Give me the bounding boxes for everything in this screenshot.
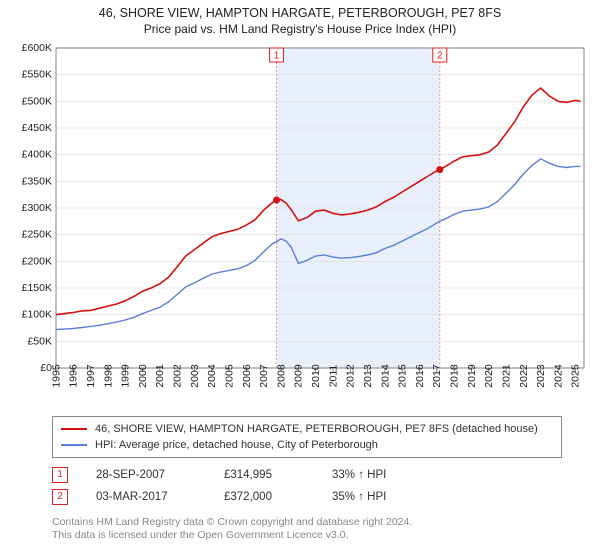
- sale-delta: 33% ↑ HPI: [332, 464, 386, 486]
- svg-text:£500K: £500K: [22, 95, 52, 107]
- svg-text:2010: 2010: [310, 364, 322, 388]
- svg-text:£100K: £100K: [22, 309, 52, 321]
- svg-text:1999: 1999: [120, 364, 132, 388]
- marker-box-icon: 1: [52, 467, 68, 483]
- svg-text:2013: 2013: [362, 364, 374, 388]
- svg-text:2015: 2015: [397, 364, 409, 388]
- svg-text:1996: 1996: [68, 364, 80, 388]
- svg-text:2021: 2021: [500, 364, 512, 388]
- sale-price: £372,000: [224, 486, 304, 508]
- svg-text:£300K: £300K: [22, 202, 52, 214]
- svg-text:2025: 2025: [570, 364, 582, 388]
- legend-row-hpi: HPI: Average price, detached house, City…: [61, 437, 553, 453]
- svg-text:1995: 1995: [50, 364, 62, 388]
- svg-text:2023: 2023: [535, 364, 547, 388]
- svg-text:£250K: £250K: [22, 229, 52, 241]
- legend-label-subject: 46, SHORE VIEW, HAMPTON HARGATE, PETERBO…: [95, 421, 538, 437]
- svg-text:2003: 2003: [189, 364, 201, 388]
- legend-swatch-subject: [61, 428, 87, 430]
- svg-text:£50K: £50K: [27, 335, 52, 347]
- legend-row-subject: 46, SHORE VIEW, HAMPTON HARGATE, PETERBO…: [61, 421, 553, 437]
- svg-text:£150K: £150K: [22, 282, 52, 294]
- svg-text:2011: 2011: [327, 365, 339, 388]
- svg-text:2001: 2001: [154, 364, 166, 388]
- footer: Contains HM Land Registry data © Crown c…: [52, 516, 582, 542]
- svg-text:2020: 2020: [483, 364, 495, 388]
- marker-box-icon: 2: [52, 489, 68, 505]
- chart-title-line1: 46, SHORE VIEW, HAMPTON HARGATE, PETERBO…: [8, 6, 592, 20]
- svg-text:£600K: £600K: [22, 42, 52, 54]
- svg-text:£450K: £450K: [22, 122, 52, 134]
- svg-text:£400K: £400K: [22, 149, 52, 161]
- svg-text:2016: 2016: [414, 364, 426, 388]
- sale-date: 28-SEP-2007: [96, 464, 196, 486]
- svg-text:2002: 2002: [172, 364, 184, 388]
- svg-text:£350K: £350K: [22, 175, 52, 187]
- legend-label-hpi: HPI: Average price, detached house, City…: [95, 437, 378, 453]
- svg-text:2019: 2019: [466, 364, 478, 388]
- table-row: 1 28-SEP-2007 £314,995 33% ↑ HPI: [52, 464, 582, 486]
- svg-text:2000: 2000: [137, 364, 149, 388]
- svg-text:2014: 2014: [379, 364, 391, 388]
- svg-text:2012: 2012: [345, 364, 357, 388]
- legend: 46, SHORE VIEW, HAMPTON HARGATE, PETERBO…: [52, 416, 562, 458]
- svg-text:2022: 2022: [518, 364, 530, 388]
- sale-price: £314,995: [224, 464, 304, 486]
- sale-date: 03-MAR-2017: [96, 486, 196, 508]
- footer-line1: Contains HM Land Registry data © Crown c…: [52, 516, 582, 529]
- svg-text:1997: 1997: [85, 364, 97, 388]
- svg-text:2005: 2005: [223, 364, 235, 388]
- legend-swatch-hpi: [61, 444, 87, 446]
- sale-data-table: 1 28-SEP-2007 £314,995 33% ↑ HPI 2 03-MA…: [52, 464, 582, 508]
- chart-svg: £0£50K£100K£150K£200K£250K£300K£350K£400…: [8, 40, 592, 410]
- svg-text:2017: 2017: [431, 364, 443, 388]
- svg-text:£200K: £200K: [22, 255, 52, 267]
- price-chart: £0£50K£100K£150K£200K£250K£300K£350K£400…: [8, 40, 592, 410]
- svg-text:2024: 2024: [552, 364, 564, 388]
- sale-delta: 35% ↑ HPI: [332, 486, 386, 508]
- svg-text:£550K: £550K: [22, 69, 52, 81]
- svg-text:2007: 2007: [258, 364, 270, 388]
- chart-title-line2: Price paid vs. HM Land Registry's House …: [8, 22, 592, 36]
- svg-text:2006: 2006: [241, 364, 253, 388]
- svg-text:1998: 1998: [102, 364, 114, 388]
- svg-text:2004: 2004: [206, 364, 218, 388]
- svg-text:2018: 2018: [449, 364, 461, 388]
- svg-text:2: 2: [437, 51, 443, 62]
- footer-line2: This data is licensed under the Open Gov…: [52, 529, 582, 542]
- svg-text:2008: 2008: [275, 364, 287, 388]
- svg-text:1: 1: [274, 51, 280, 62]
- table-row: 2 03-MAR-2017 £372,000 35% ↑ HPI: [52, 486, 582, 508]
- svg-text:2009: 2009: [293, 364, 305, 388]
